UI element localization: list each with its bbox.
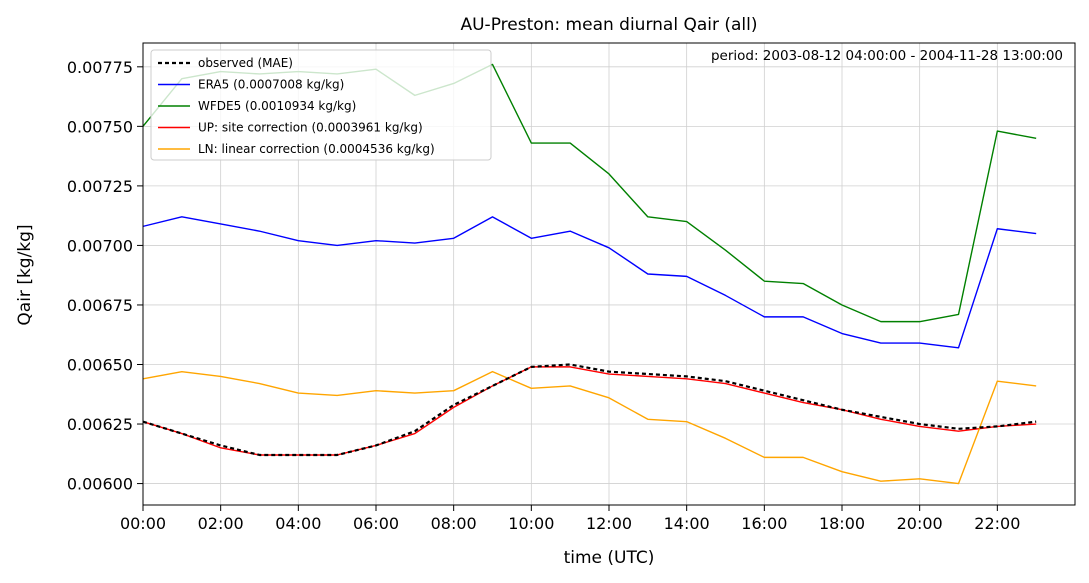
y-tick-label: 0.00625 <box>67 415 133 434</box>
legend-label: WFDE5 (0.0010934 kg/kg) <box>198 99 356 113</box>
x-tick-label: 02:00 <box>198 514 244 533</box>
x-axis-label: time (UTC) <box>564 548 655 568</box>
legend-box <box>150 49 492 161</box>
y-axis-ticks: 0.00600 0.00625 0.00650 0.00675 0.00700 0.007… <box>67 58 143 494</box>
x-tick-label: 20:00 <box>897 514 943 533</box>
legend: observed (MAE) ERA5 (0.0007008 kg/kg) WFDE… <box>150 49 492 161</box>
period-annotation: period: 2003-08-12 04:00:00 - 2004-11-28… <box>711 48 1063 64</box>
chart-title: AU-Preston: mean diurnal Qair (all) <box>460 15 757 35</box>
x-tick-label: 04:00 <box>275 514 321 533</box>
series-line-3 <box>142 366 1037 456</box>
legend-label: LN: linear correction (0.0004536 kg/kg) <box>198 142 435 156</box>
x-tick-label: 14:00 <box>664 514 710 533</box>
x-axis-ticks: 00:00 02:00 04:00 06:00 08:00 10:00 12:00 14:00… <box>120 505 1020 533</box>
x-tick-label: 22:00 <box>974 514 1020 533</box>
x-tick-label: 18:00 <box>819 514 865 533</box>
y-tick-label: 0.00750 <box>67 117 133 136</box>
y-tick-label: 0.00650 <box>67 355 133 374</box>
x-tick-label: 00:00 <box>120 514 166 533</box>
x-tick-label: 16:00 <box>741 514 787 533</box>
x-tick-label: 12:00 <box>586 514 632 533</box>
x-tick-label: 10:00 <box>508 514 554 533</box>
x-tick-label: 08:00 <box>431 514 477 533</box>
series-line-0 <box>142 363 1037 457</box>
y-tick-label: 0.00675 <box>67 296 133 315</box>
legend-label: ERA5 (0.0007008 kg/kg) <box>198 78 344 92</box>
y-tick-label: 0.00775 <box>67 58 133 77</box>
legend-label: observed (MAE) <box>198 56 293 70</box>
series-line-1 <box>142 216 1037 349</box>
y-axis-label: Qair [kg/kg] <box>15 224 35 325</box>
y-tick-label: 0.00725 <box>67 177 133 196</box>
series-line-4 <box>142 370 1037 485</box>
y-tick-label: 0.00600 <box>67 475 133 494</box>
x-tick-label: 06:00 <box>353 514 399 533</box>
legend-label: UP: site correction (0.0003961 kg/kg) <box>198 121 423 135</box>
y-tick-label: 0.00700 <box>67 236 133 255</box>
